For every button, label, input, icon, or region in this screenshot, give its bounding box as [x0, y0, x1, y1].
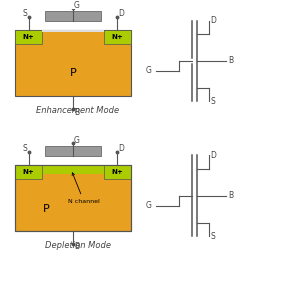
- Text: G: G: [74, 1, 80, 10]
- Bar: [45, 146, 101, 156]
- Text: N channel: N channel: [68, 173, 100, 204]
- Text: D: D: [118, 144, 124, 153]
- Bar: [15, 30, 131, 96]
- Text: D: D: [211, 151, 217, 160]
- Text: P: P: [70, 68, 76, 78]
- Text: S: S: [22, 144, 27, 153]
- Text: N+: N+: [23, 34, 34, 40]
- Bar: [15, 165, 131, 231]
- Text: B: B: [228, 57, 233, 66]
- Bar: [104, 165, 131, 179]
- Text: D: D: [211, 16, 217, 25]
- Text: N+: N+: [111, 34, 123, 40]
- Text: Depletion Mode: Depletion Mode: [45, 241, 111, 250]
- Text: S: S: [211, 97, 215, 106]
- Bar: [42, 30, 104, 32]
- Bar: [104, 30, 131, 44]
- Bar: [45, 11, 101, 22]
- Text: S: S: [22, 9, 27, 18]
- Bar: [15, 165, 131, 231]
- Text: P: P: [43, 204, 49, 214]
- Text: G: G: [146, 66, 152, 75]
- Text: N+: N+: [23, 169, 34, 175]
- Bar: [15, 30, 42, 44]
- Text: G: G: [74, 135, 80, 145]
- Text: B: B: [74, 108, 79, 116]
- Text: B: B: [74, 243, 79, 251]
- Text: G: G: [146, 201, 152, 210]
- Text: B: B: [228, 191, 233, 201]
- Bar: [15, 165, 131, 174]
- Text: N+: N+: [111, 169, 123, 175]
- Text: Enhancement Mode: Enhancement Mode: [36, 106, 119, 115]
- Text: S: S: [211, 232, 215, 241]
- Bar: [15, 165, 42, 179]
- Text: D: D: [118, 9, 124, 18]
